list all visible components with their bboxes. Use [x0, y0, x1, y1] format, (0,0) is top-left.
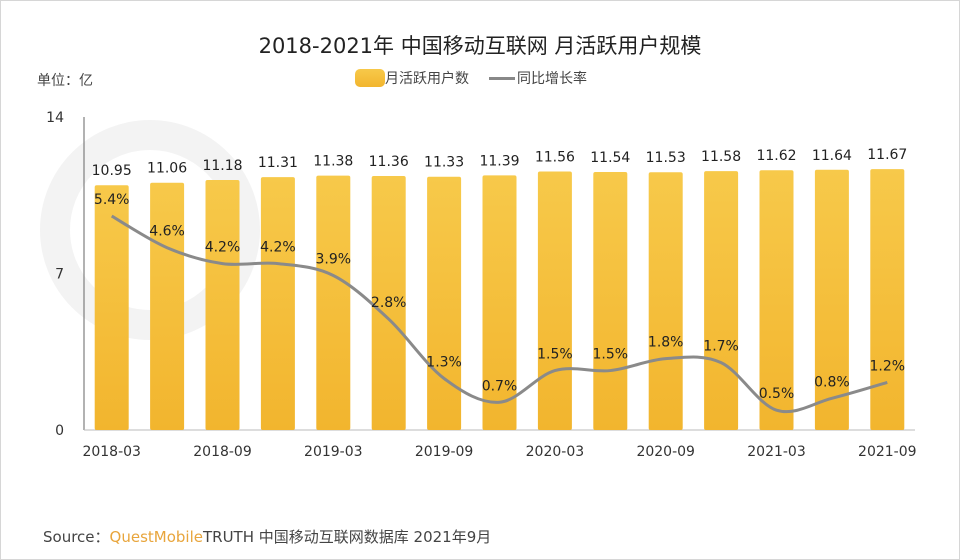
bar — [205, 180, 240, 430]
bar — [260, 177, 295, 430]
x-tick-label: 2018-09 — [193, 444, 252, 460]
bar — [593, 171, 628, 430]
bar — [371, 176, 406, 430]
bar-value-label: 11.53 — [646, 150, 686, 166]
bar-value-label: 11.39 — [479, 153, 519, 169]
line-value-label: 1.5% — [593, 347, 629, 363]
legend: 月活跃用户数 同比增长率 — [355, 68, 587, 88]
chart-title: 2018-2021年 中国移动互联网 月活跃用户规模 — [258, 34, 702, 58]
growth-rate-line — [110, 214, 888, 414]
line-value-label: 1.7% — [703, 339, 739, 355]
line-value-label: 2.8% — [371, 295, 407, 311]
line-value-label: 4.6% — [149, 224, 185, 240]
y-tick-label: 0 — [55, 423, 64, 439]
bar-value-label: 11.56 — [535, 150, 575, 166]
legend-line-label: 同比增长率 — [517, 71, 587, 87]
bar — [870, 169, 905, 430]
bar — [427, 176, 462, 430]
x-tick-label: 2020-09 — [636, 444, 695, 460]
bar-value-label: 11.64 — [812, 148, 852, 164]
bar — [648, 172, 683, 430]
x-tick-label: 2020-03 — [526, 444, 585, 460]
line-value-label: 1.8% — [648, 335, 684, 351]
line-value-label: 4.2% — [260, 240, 296, 256]
legend-line-swatch — [489, 76, 515, 80]
bar-value-label: 11.06 — [147, 161, 187, 177]
line-value-label: 1.5% — [537, 347, 573, 363]
x-tick-label: 2018-03 — [82, 444, 141, 460]
line-value-label: 0.7% — [482, 378, 518, 394]
source-prefix: Source： — [43, 528, 110, 546]
y-tick-label: 14 — [46, 110, 64, 126]
bar-value-label: 11.58 — [701, 149, 741, 165]
bar-value-label: 11.67 — [867, 147, 907, 163]
bar-value-label: 11.38 — [313, 154, 353, 170]
unit-label: 单位：亿 — [37, 73, 93, 89]
line-value-label: 4.2% — [205, 240, 241, 256]
line-value-label: 5.4% — [94, 192, 130, 208]
watermark-logo — [40, 120, 260, 340]
bar — [759, 170, 794, 430]
bar-value-label: 10.95 — [92, 163, 132, 179]
x-tick-label: 2021-03 — [747, 444, 806, 460]
bar — [537, 171, 572, 430]
line-value-label: 0.5% — [759, 386, 795, 402]
y-tick-label: 7 — [55, 267, 64, 283]
line-value-label: 3.9% — [316, 251, 352, 267]
bar — [814, 169, 849, 430]
bar-value-label: 11.31 — [258, 155, 298, 171]
bar — [94, 185, 129, 430]
line-value-label: 0.8% — [814, 374, 850, 390]
bar-value-label: 11.33 — [424, 155, 464, 171]
x-tick-label: 2019-09 — [415, 444, 474, 460]
x-tick-label: 2021-09 — [858, 444, 917, 460]
source-rest: TRUTH 中国移动互联网数据库 2021年9月 — [202, 528, 492, 546]
legend-bar-label: 月活跃用户数 — [385, 71, 469, 87]
x-tick-label: 2019-03 — [304, 444, 363, 460]
bar-value-label: 11.36 — [369, 154, 409, 170]
source-brand: QuestMobile — [109, 528, 203, 546]
bar — [316, 175, 351, 430]
bar — [704, 171, 739, 430]
source-note: Source：QuestMobileTRUTH 中国移动互联网数据库 2021年… — [43, 526, 491, 547]
line-value-label: 1.3% — [426, 354, 462, 370]
bar — [150, 182, 185, 430]
bar-value-label: 11.62 — [756, 148, 796, 164]
bar — [482, 175, 517, 430]
line-value-label: 1.2% — [870, 358, 906, 374]
bar-value-label: 11.54 — [590, 150, 630, 166]
legend-bar-swatch — [355, 69, 385, 87]
bar-value-label: 11.18 — [202, 158, 242, 174]
